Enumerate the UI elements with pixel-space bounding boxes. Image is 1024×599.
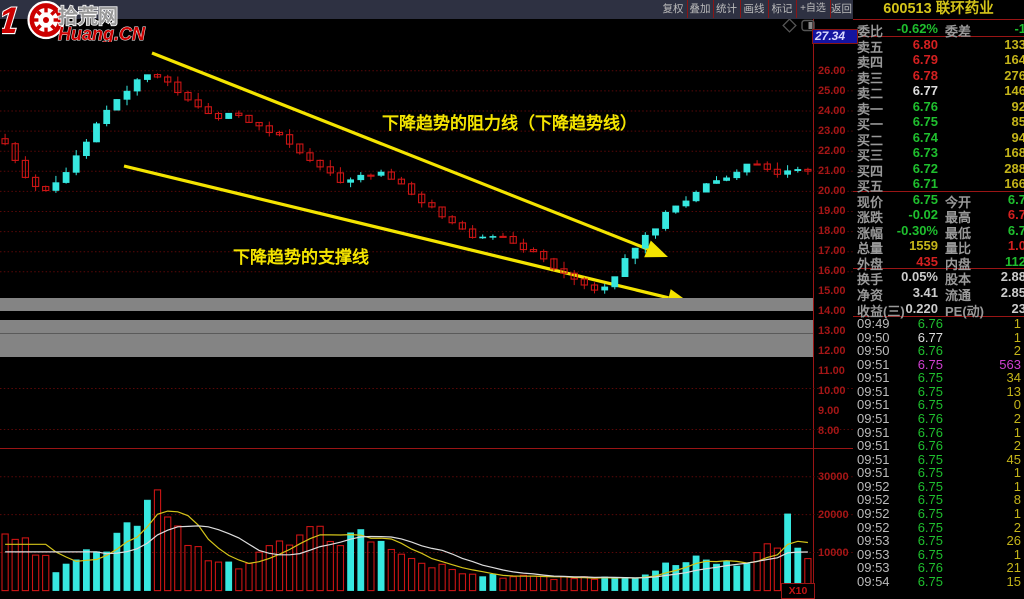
svg-text:1: 1 — [2, 0, 21, 41]
svg-text:下降趋势的支撑线: 下降趋势的支撑线 — [233, 247, 369, 267]
svg-text:Huang.CN: Huang.CN — [58, 24, 146, 42]
svg-text:下降趋势的阻力线（下降趋势线）: 下降趋势的阻力线（下降趋势线） — [382, 113, 637, 133]
